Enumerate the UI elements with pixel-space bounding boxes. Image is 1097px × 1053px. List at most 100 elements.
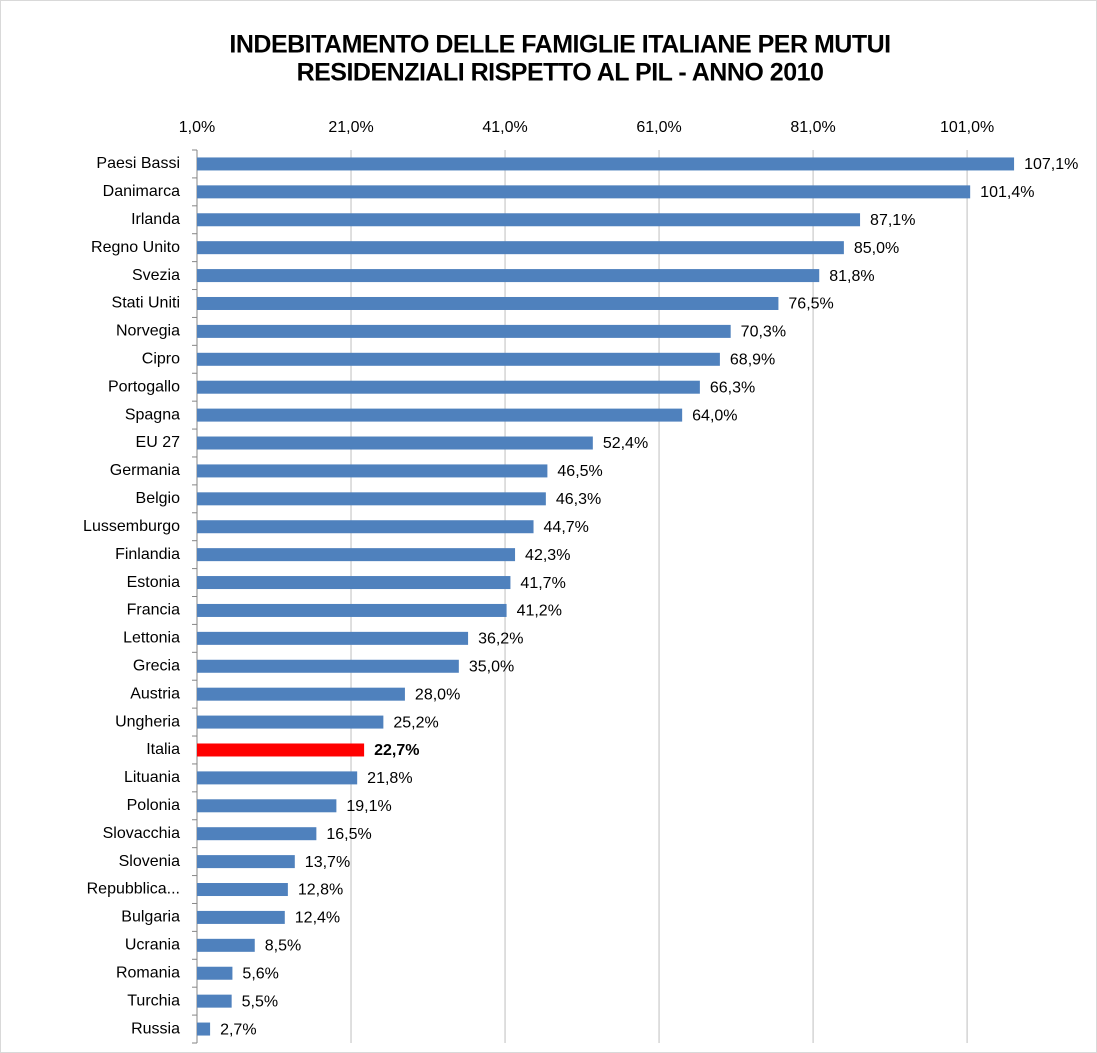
bar	[197, 994, 232, 1008]
y-tick-label: Paesi Bassi	[96, 155, 180, 172]
value-label: 13,7%	[305, 854, 350, 871]
y-tick-label: Stati Uniti	[112, 295, 180, 312]
value-label: 19,1%	[346, 798, 391, 815]
value-label: 46,5%	[557, 463, 602, 480]
bar	[197, 157, 1015, 171]
value-label: 12,4%	[295, 910, 340, 927]
y-tick-label: Ungheria	[115, 713, 180, 730]
y-tick-label: Danimarca	[103, 183, 180, 200]
bar	[197, 492, 546, 506]
bar	[197, 827, 317, 841]
value-label: 81,8%	[829, 268, 874, 285]
value-label: 64,0%	[692, 407, 737, 424]
y-tick-label: Belgio	[136, 490, 181, 507]
y-tick-label: Russia	[131, 1020, 180, 1037]
value-label: 8,5%	[265, 938, 301, 955]
y-tick-label: Svezia	[132, 267, 180, 284]
y-tick-label: Irlanda	[131, 211, 180, 228]
bar	[197, 743, 365, 757]
value-label: 52,4%	[603, 435, 648, 452]
x-tick-label: 21,0%	[328, 119, 373, 136]
value-label: 85,0%	[854, 240, 899, 257]
bar	[197, 771, 358, 785]
y-tick-label: Slovenia	[119, 853, 180, 870]
chart-title: RESIDENZIALI RISPETTO AL PIL - ANNO 2010	[297, 59, 824, 87]
value-label: 101,4%	[980, 184, 1034, 201]
value-label: 5,6%	[242, 965, 278, 982]
bar	[197, 520, 534, 534]
value-label: 12,8%	[298, 882, 343, 899]
value-label: 46,3%	[556, 491, 601, 508]
bar	[197, 603, 507, 617]
bar	[197, 352, 720, 366]
y-tick-label: Francia	[127, 602, 180, 619]
bar	[197, 799, 337, 813]
y-tick-label: Slovacchia	[103, 825, 180, 842]
bar	[197, 687, 405, 701]
bar	[197, 464, 548, 478]
y-tick-label: Spagna	[125, 406, 180, 423]
bar	[197, 548, 516, 562]
value-label: 5,5%	[242, 993, 278, 1010]
bar	[197, 659, 459, 673]
y-tick-label: Bulgaria	[121, 909, 180, 926]
y-tick-label: Finlandia	[115, 546, 180, 563]
bar	[197, 296, 779, 310]
value-label: 68,9%	[730, 352, 775, 369]
bar	[197, 883, 288, 897]
y-tick-label: Lituania	[124, 769, 180, 786]
y-tick-label: Polonia	[127, 797, 180, 814]
value-label: 107,1%	[1024, 156, 1078, 173]
x-tick-label: 61,0%	[636, 119, 681, 136]
bar	[197, 241, 844, 255]
bar	[197, 910, 285, 924]
value-label: 28,0%	[415, 686, 460, 703]
value-label: 41,7%	[520, 575, 565, 592]
y-tick-label: Portogallo	[108, 378, 180, 395]
y-tick-label: Estonia	[127, 574, 180, 591]
value-label: 35,0%	[469, 658, 514, 675]
y-tick-label: Turchia	[127, 992, 180, 1009]
bar	[197, 380, 700, 394]
bar	[197, 631, 469, 645]
value-label: 16,5%	[326, 826, 371, 843]
bar	[197, 269, 820, 283]
value-label: 22,7%	[374, 742, 419, 759]
bar	[197, 324, 731, 338]
bar	[197, 938, 255, 952]
value-label: 36,2%	[478, 631, 523, 648]
x-tick-label: 41,0%	[482, 119, 527, 136]
y-tick-label: Romania	[116, 964, 180, 981]
value-label: 41,2%	[517, 603, 562, 620]
y-tick-label: Cipro	[142, 351, 180, 368]
y-tick-label: Grecia	[133, 657, 180, 674]
value-label: 2,7%	[220, 1021, 256, 1038]
value-label: 21,8%	[367, 770, 412, 787]
y-tick-label: Lussemburgo	[83, 518, 180, 535]
y-tick-label: Ucrania	[125, 937, 180, 954]
value-label: 87,1%	[870, 212, 915, 229]
y-tick-label: Regno Unito	[91, 239, 180, 256]
y-tick-label: Italia	[146, 741, 180, 758]
value-label: 42,3%	[525, 547, 570, 564]
y-tick-label: Germania	[110, 462, 180, 479]
bar	[197, 436, 593, 450]
bar	[197, 715, 384, 729]
value-label: 76,5%	[788, 296, 833, 313]
bar	[197, 408, 683, 422]
bar	[197, 576, 511, 590]
x-tick-label: 1,0%	[179, 119, 215, 136]
y-tick-label: Lettonia	[123, 630, 180, 647]
value-label: 25,2%	[393, 714, 438, 731]
bar	[197, 1022, 211, 1036]
chart-title: INDEBITAMENTO DELLE FAMIGLIE ITALIANE PE…	[229, 31, 890, 59]
value-label: 44,7%	[544, 519, 589, 536]
y-tick-label: Repubblica...	[87, 881, 180, 898]
y-tick-label: Austria	[130, 685, 180, 702]
bar	[197, 213, 861, 227]
value-label: 70,3%	[741, 324, 786, 341]
bar	[197, 185, 971, 199]
y-tick-label: Norvegia	[116, 323, 180, 340]
bar	[197, 966, 233, 980]
